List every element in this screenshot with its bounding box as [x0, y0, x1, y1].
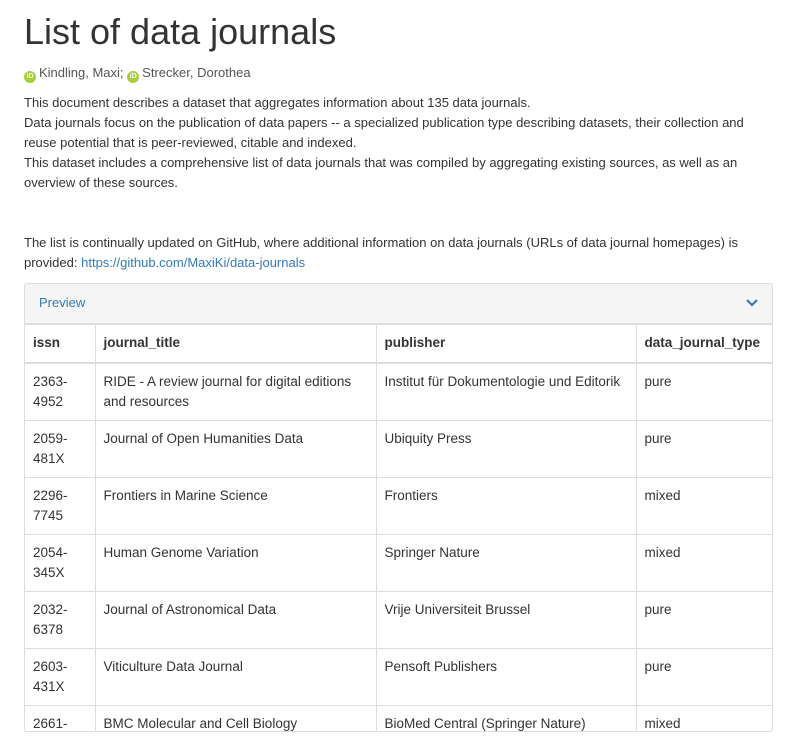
note-text: The list is continually updated on GitHu… [24, 235, 738, 270]
table-cell: Springer Nature [375, 534, 637, 592]
table-row: 2603-431X Viticulture Data Journal Pensoft… [25, 648, 772, 706]
table-row: 2059-481X Journal of Open Humanities Data… [25, 420, 772, 478]
table-row: 2661- BMC Molecular and Cell Biology BioMe… [25, 705, 772, 731]
table-cell: RIDE - A review journal for digital edit… [94, 362, 377, 421]
table-cell: Frontiers in Marine Science [94, 477, 377, 535]
preview-header[interactable]: Preview [25, 284, 772, 324]
chevron[interactable] [746, 298, 758, 308]
column-header: journal_title [94, 324, 377, 364]
header-row: issn journal_title publisher data_journal_t… [25, 324, 772, 364]
table-row: 2032-6378 Journal of Astronomical Data Vri… [25, 591, 772, 649]
table-cell: mixed [635, 705, 772, 731]
table-cell: Journal of Astronomical Data [94, 591, 377, 649]
title: List of data journals [24, 11, 337, 52]
table-cell: Viticulture Data Journal [94, 648, 377, 706]
table-cell: 2603-431X [25, 648, 96, 706]
paragraph: Data journals focus on the publication o… [24, 115, 744, 150]
table-row: 2296-7745 Frontiers in Marine Science Fron… [25, 477, 772, 535]
table-cell: 2661- [25, 705, 96, 731]
table-cell: mixed [635, 477, 772, 535]
orcid-icon: iD [127, 71, 140, 83]
table-cell: BioMed Central (Springer Nature) [375, 705, 637, 731]
github-link[interactable]: https://github.com/MaxiKi/data-journals [81, 255, 306, 270]
table-cell: Pensoft Publishers [375, 648, 637, 706]
table-cell: Vrije Universiteit Brussel [375, 591, 637, 649]
description: This document describes a dataset that a… [24, 93, 773, 193]
table-cell: Institut für Dokumentologie und Editorik [375, 362, 637, 421]
table-body: 2363-4952 RIDE - A review journal for dig… [25, 362, 772, 731]
data-table: issn journal_title publisher data_journal_t… [25, 324, 772, 731]
table-cell: BMC Molecular and Cell Biology [94, 705, 377, 731]
update-note: The list is continually updated on GitHu… [24, 233, 773, 273]
table-cell: 2054-345X [25, 534, 96, 592]
record: List of data journals iD Kindling, Maxi; … [24, 0, 773, 732]
column-header: issn [25, 324, 96, 364]
author[interactable]: Kindling, Maxi; [39, 65, 124, 80]
table-row: 2363-4952 RIDE - A review journal for dig… [25, 362, 772, 421]
author[interactable]: Strecker, Dorothea [142, 65, 251, 80]
table-cell: Ubiquity Press [375, 420, 637, 478]
preview-panel: Preview issn journal_title publisher data_j… [24, 283, 773, 732]
table-cell: Human Genome Variation [94, 534, 377, 592]
column-header: data_journal_type [635, 324, 772, 364]
table-cell: pure [635, 362, 772, 421]
table-cell: 2032-6378 [25, 591, 96, 649]
preview-label[interactable]: Preview [39, 295, 86, 310]
column-header: publisher [375, 324, 637, 364]
authors: iD Kindling, Maxi; iD Strecker, Dorothea [24, 64, 773, 83]
table-cell: 2296-7745 [25, 477, 96, 535]
table-cell: Journal of Open Humanities Data [94, 420, 377, 478]
table-cell: pure [635, 591, 772, 649]
orcid-icon: iD [24, 71, 36, 83]
table-cell: Frontiers [375, 477, 637, 535]
table-row: 2054-345X Human Genome Variation Springer … [25, 534, 772, 592]
table-cell: 2059-481X [25, 420, 96, 478]
table-cell: 2363-4952 [25, 362, 96, 421]
paragraph: This dataset includes a comprehensive li… [24, 155, 738, 190]
paragraph: This document describes a dataset that a… [24, 95, 531, 110]
table-cell: mixed [635, 534, 772, 592]
table-cell: pure [635, 420, 772, 478]
table-cell: pure [635, 648, 772, 706]
